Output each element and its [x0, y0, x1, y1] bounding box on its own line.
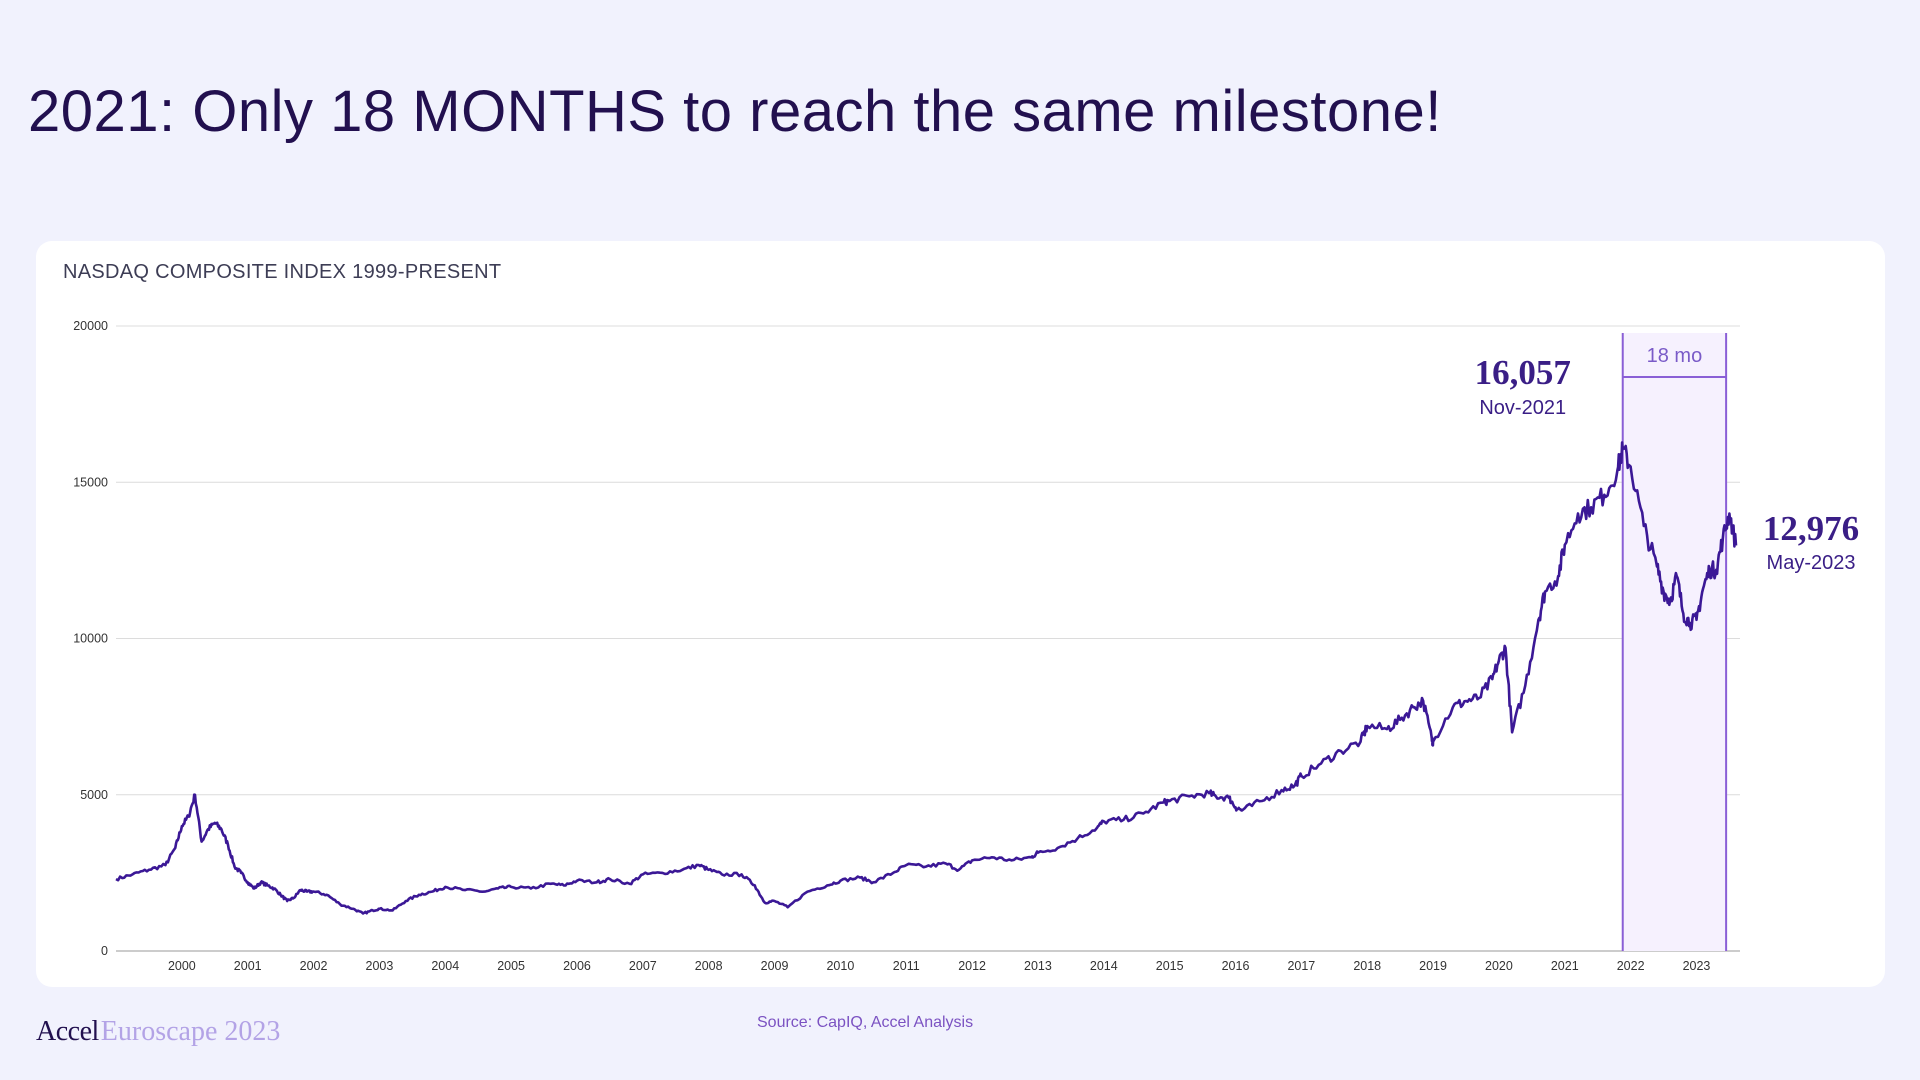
x-tick-label: 2018: [1353, 959, 1381, 973]
span-duration-label: 18 mo: [1647, 345, 1703, 367]
logo-brand: Accel: [36, 1016, 99, 1047]
x-tick-label: 2009: [761, 959, 789, 973]
logo-event: Euroscape 2023: [100, 1016, 281, 1047]
x-tick-label: 2023: [1683, 959, 1711, 973]
latest-date-label: May-2023: [1767, 552, 1856, 574]
series-line: [115, 441, 1738, 915]
x-tick-label: 2007: [629, 959, 657, 973]
x-tick-label: 2013: [1024, 959, 1052, 973]
latest-value-label: 12,976: [1763, 509, 1859, 548]
x-tick-label: 2010: [826, 959, 854, 973]
brand-logo: AccelEuroscape 2023: [36, 1016, 280, 1048]
y-tick-label: 20000: [73, 319, 108, 333]
x-tick-label: 2004: [431, 959, 459, 973]
x-tick-label: 2016: [1222, 959, 1250, 973]
x-tick-label: 2019: [1419, 959, 1447, 973]
x-tick-label: 2020: [1485, 959, 1513, 973]
x-tick-label: 2011: [893, 959, 920, 973]
source-note: Source: CapIQ, Accel Analysis: [757, 1014, 974, 1031]
y-tick-label: 0: [101, 944, 108, 958]
x-tick-label: 2015: [1156, 959, 1184, 973]
x-tick-label: 2003: [366, 959, 394, 973]
x-tick-label: 2000: [168, 959, 196, 973]
slide-title: 2021: Only 18 MONTHS to reach the same m…: [28, 79, 1442, 144]
x-tick-label: 2017: [1287, 959, 1315, 973]
grid-layer: [116, 325, 1740, 952]
x-tick-label: 2014: [1090, 959, 1118, 973]
y-tick-label: 10000: [73, 632, 108, 646]
x-tick-label: 2012: [958, 959, 986, 973]
peak-value-label: 16,057: [1475, 353, 1571, 392]
chart-title: NASDAQ COMPOSITE INDEX 1999-PRESENT: [63, 261, 502, 283]
nasdaq-line-chart: 0 5000 10000 15000 20000 2000 2001 2002 2003 2004…: [73, 319, 1860, 973]
x-tick-label: 2022: [1617, 959, 1645, 973]
x-tick-label: 2006: [563, 959, 591, 973]
y-tick-label: 15000: [73, 475, 108, 489]
peak-date-label: Nov-2021: [1479, 397, 1566, 419]
x-tick-label: 2001: [234, 959, 262, 973]
span-highlight: [1622, 333, 1727, 951]
y-tick-label: 5000: [80, 788, 108, 802]
series-layer: [115, 441, 1738, 915]
annotation-layer: 16,057 Nov-2021 12,976 May-2023 18 mo: [1475, 345, 1860, 574]
axis-layer: 0 5000 10000 15000 20000 2000 2001 2002 2003 2004…: [73, 319, 1710, 973]
x-tick-label: 2002: [300, 959, 328, 973]
span-highlight-layer: [1621, 333, 1728, 951]
chart-card: NASDAQ COMPOSITE INDEX 1999-PRESENT 0 500…: [36, 241, 1885, 987]
x-tick-label: 2021: [1551, 959, 1579, 973]
x-tick-label: 2005: [497, 959, 525, 973]
x-tick-label: 2008: [695, 959, 723, 973]
